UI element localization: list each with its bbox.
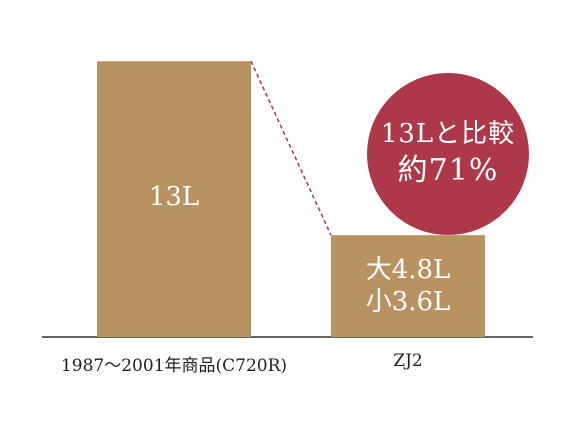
bar-value-label-c720r: 13L [97, 182, 251, 212]
bar-value-large: 大4.8L [365, 255, 451, 286]
category-label-zj2: ZJ2 [393, 351, 423, 371]
badge-percent-text: 約71% [397, 153, 499, 188]
dashed-connector [250, 60, 332, 236]
bar-value-label-zj2: 大4.8L 小3.6L [331, 254, 485, 318]
bar-0 [97, 61, 251, 337]
comparison-badge: 13Lと比較 約71% [367, 73, 529, 235]
badge-compare-text: 13Lと比較 [380, 119, 516, 149]
bar-1 [331, 235, 485, 337]
bar-value-small: 小3.6L [365, 287, 451, 318]
category-label-c720r: 1987〜2001年商品(C720R) [60, 356, 288, 376]
bar-value-13l: 13L [148, 182, 200, 213]
